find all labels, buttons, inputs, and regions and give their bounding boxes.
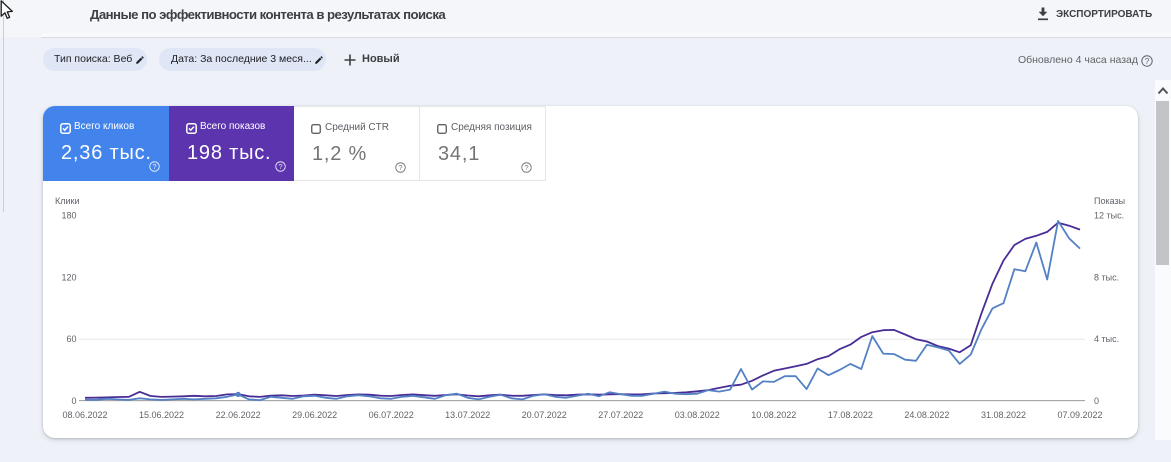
svg-text:31.08.2022: 31.08.2022 [981, 410, 1026, 420]
svg-text:60: 60 [66, 334, 76, 344]
svg-text:07.09.2022: 07.09.2022 [1057, 410, 1102, 420]
svg-text:08.06.2022: 08.06.2022 [62, 410, 107, 420]
svg-text:?: ? [152, 162, 156, 171]
svg-text:15.06.2022: 15.06.2022 [139, 410, 184, 420]
svg-text:?: ? [524, 163, 528, 172]
svg-text:8 тыс.: 8 тыс. [1094, 272, 1119, 282]
svg-text:13.07.2022: 13.07.2022 [445, 410, 490, 420]
svg-text:22.06.2022: 22.06.2022 [216, 410, 261, 420]
svg-text:12 тыс.: 12 тыс. [1094, 211, 1124, 221]
svg-text:10.08.2022: 10.08.2022 [751, 410, 796, 420]
svg-text:?: ? [398, 163, 402, 172]
svg-text:4 тыс.: 4 тыс. [1094, 334, 1119, 344]
svg-text:06.07.2022: 06.07.2022 [369, 410, 414, 420]
svg-text:Клики: Клики [55, 196, 80, 206]
svg-text:?: ? [1145, 57, 1150, 66]
svg-text:Показы: Показы [1094, 196, 1125, 206]
svg-text:0: 0 [1094, 396, 1099, 406]
svg-text:24.08.2022: 24.08.2022 [904, 410, 949, 420]
svg-text:29.06.2022: 29.06.2022 [292, 410, 337, 420]
svg-text:180: 180 [61, 211, 76, 221]
svg-text:?: ? [278, 162, 282, 171]
svg-text:120: 120 [61, 272, 76, 282]
svg-text:20.07.2022: 20.07.2022 [522, 410, 567, 420]
svg-text:17.08.2022: 17.08.2022 [828, 410, 873, 420]
svg-text:27.07.2022: 27.07.2022 [598, 410, 643, 420]
svg-text:03.08.2022: 03.08.2022 [675, 410, 720, 420]
svg-text:0: 0 [71, 396, 76, 406]
